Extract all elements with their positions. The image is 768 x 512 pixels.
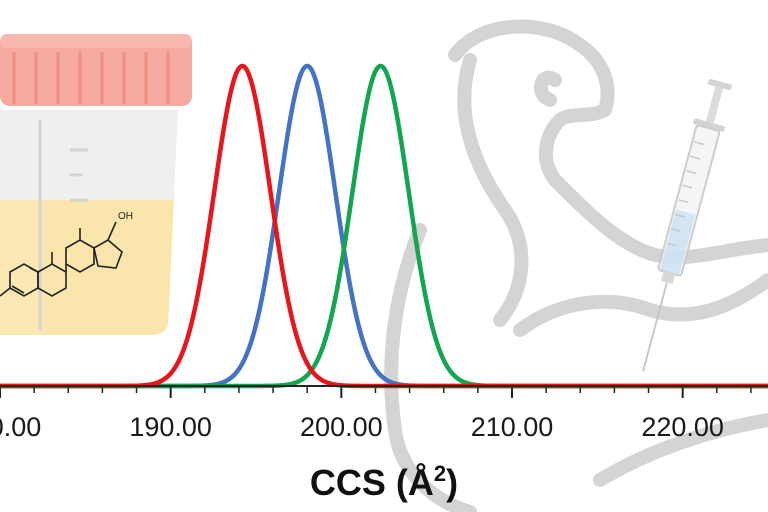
steroid-structure [0,221,123,297]
x-axis-title-sup: 2 [434,461,446,486]
syringe-plunger-cap [707,79,732,91]
x-tick-label: 190.00 [129,412,212,442]
sample-cup-illustration [0,34,192,335]
x-axis-title-base: CCS (Å [310,462,434,503]
flexed-arm-illustration [384,19,768,512]
x-tick-label: 220.00 [641,412,724,442]
syringe-needle [642,282,668,372]
x-axis-title: CCS (Å2) [310,461,458,503]
x-tick-label: 200.00 [300,412,383,442]
tick-layer: 180.00 190.00 200.00 210.00 220.00 [0,386,752,442]
cup-cap [0,34,192,106]
molecule-oh-label: OH [118,211,133,222]
x-axis-title-end: ) [446,462,458,503]
syringe-hub [661,271,676,285]
syringe-illustration [642,79,732,372]
syringe-flange [693,118,725,132]
x-tick-label: 180.00 [0,412,41,442]
syringe-liquid [660,209,696,275]
x-tick-label: 210.00 [471,412,554,442]
syringe-plunger-rod [704,86,724,128]
